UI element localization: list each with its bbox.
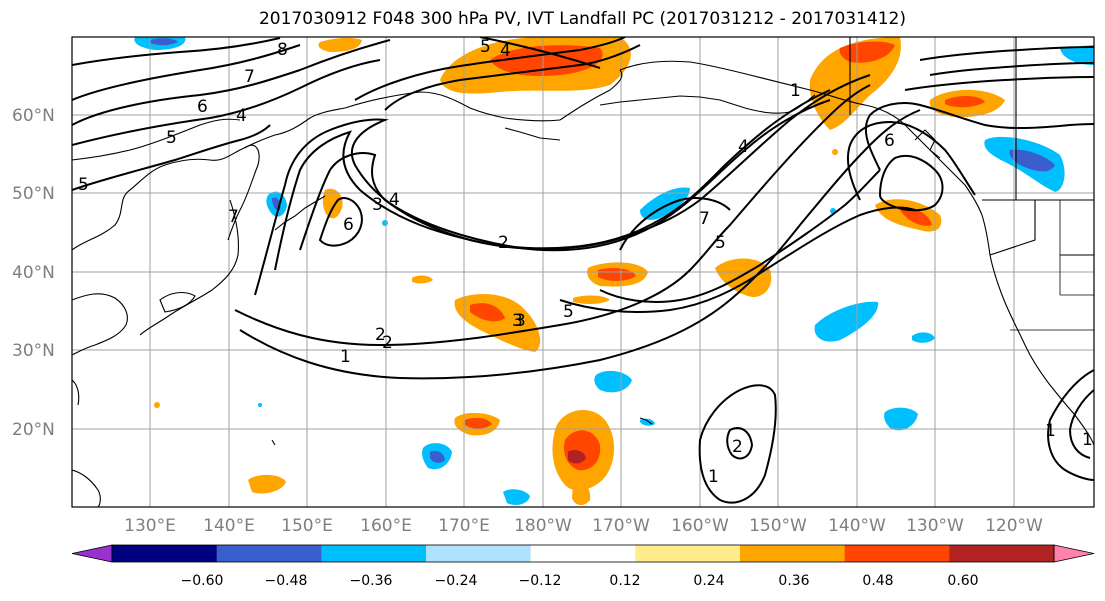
contour-label: 6 (343, 215, 354, 235)
pv-contours (72, 37, 1094, 504)
lon-label: 130°E (124, 516, 176, 536)
longitude-labels: 130°E 140°E 150°E 160°E 170°E 180°W 170°… (124, 516, 1043, 536)
contour-label: 1 (708, 467, 719, 487)
colorbar-outline (111, 544, 1055, 563)
lon-label: 170°W (592, 516, 650, 536)
lon-label: 130°W (906, 516, 964, 536)
contour-label: 4 (738, 137, 749, 157)
colorbar-label: −0.48 (265, 573, 308, 589)
contour-label: 3 (512, 311, 523, 331)
contour-label: 4 (389, 190, 400, 210)
lat-label: 20°N (12, 420, 55, 440)
lon-label: 140°W (828, 516, 886, 536)
colorbar-label: −0.24 (435, 573, 478, 589)
graticule (72, 37, 1094, 507)
contour-label: 8 (277, 40, 288, 60)
lon-label: 150°W (749, 516, 807, 536)
lon-label: 180°W (514, 516, 572, 536)
lon-label: 120°W (985, 516, 1043, 536)
contour-label: 1 (1082, 430, 1093, 450)
colorbar-swatch (216, 545, 322, 562)
colorbar-extend-high (1053, 544, 1095, 563)
map-frame (71, 36, 1095, 508)
contour-label: 6 (884, 131, 895, 151)
latitude-labels: 60°N 50°N 40°N 30°N 20°N (12, 106, 55, 440)
contour-label: 2 (732, 437, 743, 457)
colorbar-swatch (321, 545, 427, 562)
positive-anomaly-shading (154, 37, 1005, 506)
colorbar-label: −0.36 (350, 573, 393, 589)
contour-label: 5 (715, 233, 726, 253)
lon-label: 140°E (203, 516, 255, 536)
colorbar-swatch (844, 545, 950, 562)
colorbar-swatch (635, 545, 741, 562)
contour-label: 2 (498, 233, 509, 253)
colorbar-label: 0.48 (862, 573, 893, 589)
contour-label: 7 (228, 207, 239, 227)
contour-label: 2 (375, 325, 386, 345)
colorbar-label: 0.36 (778, 573, 809, 589)
map-title: 2017030912 F048 300 hPa PV, IVT Landfall… (258, 9, 906, 29)
contour-label: 1 (340, 347, 351, 367)
contour-label: 3 (397, 20, 408, 40)
colorbar-labels: −0.60 −0.48 −0.36 −0.24 −0.12 0.12 0.24 … (181, 573, 979, 589)
contour-label: 6 (197, 97, 208, 117)
lon-label: 160°W (671, 516, 729, 536)
lon-label: 170°E (438, 516, 490, 536)
contour-label: 5 (480, 37, 491, 57)
contour-label: 1 (790, 81, 801, 101)
lon-label: 150°E (281, 516, 333, 536)
colorbar-label: −0.12 (519, 573, 562, 589)
colorbar-label: 0.12 (609, 573, 640, 589)
colorbar-label: 0.24 (693, 573, 724, 589)
negative-anomaly-shading (134, 37, 1094, 505)
contour-label: 5 (563, 302, 574, 322)
contour-labels: 8 7 6 5 4 7 6 3 4 5 4 6 1 2 3 3 2 1 2 3 … (78, 20, 1093, 487)
contour-label: 7 (699, 209, 710, 229)
lat-label: 40°N (12, 263, 55, 283)
lat-label: 60°N (12, 106, 55, 126)
colorbar-swatch (530, 545, 636, 562)
contour-label: 5 (166, 128, 177, 148)
colorbar-label: −0.60 (181, 573, 224, 589)
lat-label: 50°N (12, 184, 55, 204)
colorbar-label: 0.60 (947, 573, 978, 589)
contour-label: 5 (78, 175, 89, 195)
contour-label: 1 (1045, 421, 1056, 441)
colorbar-swatch (949, 545, 1055, 562)
lon-label: 160°E (360, 516, 412, 536)
colorbar-swatch (740, 545, 846, 562)
contour-label: 4 (500, 41, 511, 61)
contour-label: 3 (372, 195, 383, 215)
colorbar-swatch (426, 545, 532, 562)
colorbar-extend-low (71, 544, 113, 563)
contour-label: 7 (244, 67, 255, 87)
contour-label: 4 (236, 106, 247, 126)
contour-label: 3 (515, 311, 526, 331)
colorbar (71, 544, 1095, 563)
colorbar-swatch (112, 545, 218, 562)
contour-label: 2 (382, 333, 393, 353)
lat-label: 30°N (12, 341, 55, 361)
